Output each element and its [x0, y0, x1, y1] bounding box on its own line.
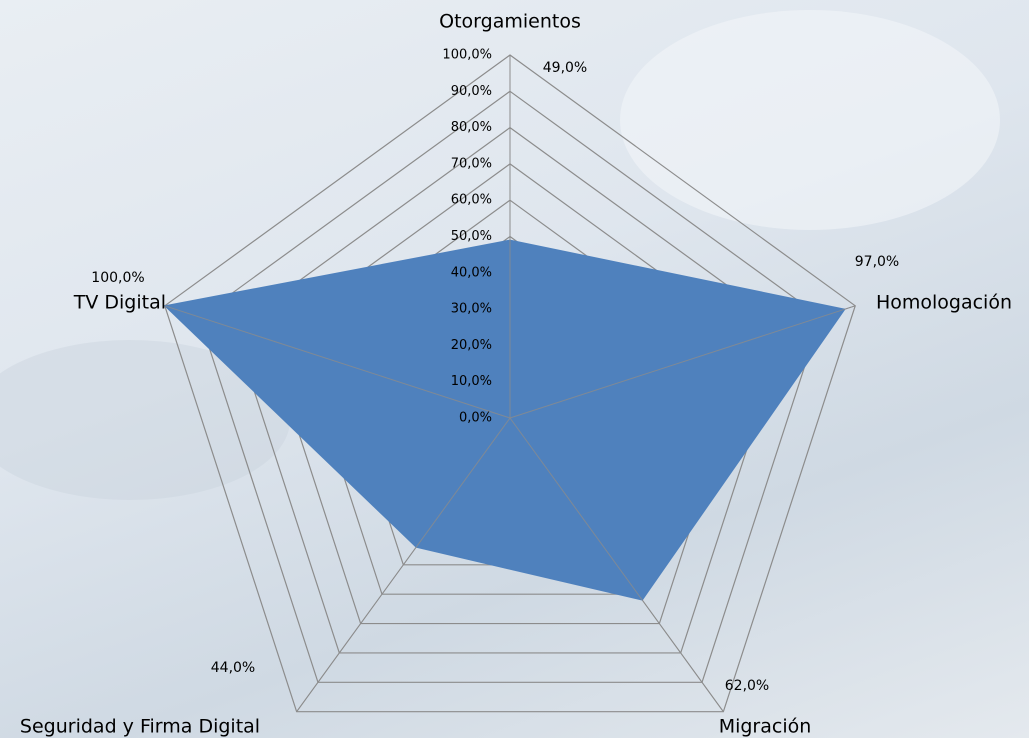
chart: 0,0% 10,0% 20,0% 30,0% 40,0% 50,0% 60,0% 70,0% 8… — [0, 0, 1029, 738]
category-label: Migración — [719, 716, 812, 738]
value-label: 44,0% — [211, 660, 255, 676]
y-tick-label: 0,0% — [459, 411, 492, 426]
y-tick-label: 20,0% — [451, 338, 492, 353]
y-tick-label: 90,0% — [451, 84, 492, 99]
y-tick-label: 80,0% — [451, 120, 492, 135]
value-label: 100,0% — [91, 270, 144, 286]
category-label: Otorgamientos — [439, 11, 581, 33]
category-label: TV Digital — [73, 292, 166, 314]
y-tick-label: 70,0% — [451, 156, 492, 171]
category-label: Seguridad y Firma Digital — [20, 716, 260, 738]
y-tick-label: 30,0% — [451, 302, 492, 317]
category-label: Homologación — [876, 292, 1012, 314]
y-tick-label: 100,0% — [442, 48, 492, 63]
value-label: 49,0% — [543, 60, 587, 76]
value-label: 62,0% — [725, 678, 769, 694]
y-tick-label: 40,0% — [451, 265, 492, 280]
y-tick-label: 60,0% — [451, 193, 492, 208]
page: 0,0% 10,0% 20,0% 30,0% 40,0% 50,0% 60,0% 70,0% 8… — [0, 0, 1029, 738]
y-tick-label: 50,0% — [451, 229, 492, 244]
value-label: 97,0% — [855, 254, 899, 270]
background-dish — [620, 10, 1000, 230]
y-tick-label: 10,0% — [451, 374, 492, 389]
